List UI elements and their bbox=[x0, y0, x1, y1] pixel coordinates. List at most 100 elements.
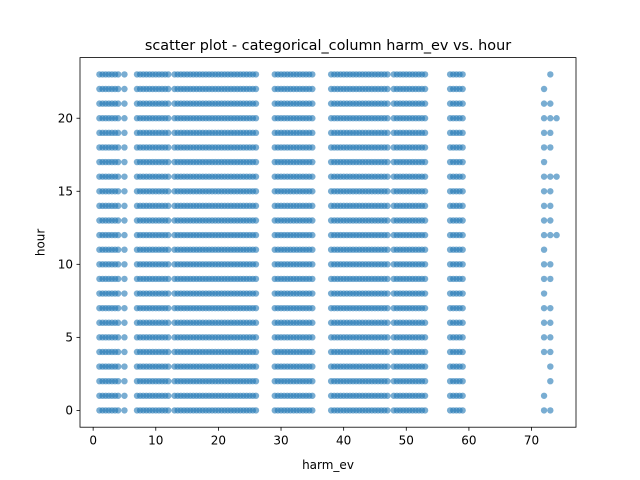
data-point bbox=[252, 334, 260, 341]
data-point bbox=[421, 392, 429, 399]
data-point bbox=[421, 348, 429, 356]
data-point bbox=[252, 246, 260, 253]
data-point bbox=[421, 85, 429, 93]
data-point bbox=[384, 71, 391, 78]
data-point bbox=[459, 188, 466, 195]
x-tick-label: 50 bbox=[399, 434, 414, 448]
data-point bbox=[121, 246, 128, 253]
data-point bbox=[121, 261, 128, 268]
data-point bbox=[459, 261, 466, 268]
data-point bbox=[165, 304, 172, 312]
x-ticks: 0 10 20 30 40 50 60 70 bbox=[89, 427, 539, 448]
data-point bbox=[165, 217, 172, 224]
data-point bbox=[115, 100, 122, 107]
data-point bbox=[252, 290, 260, 297]
data-point bbox=[121, 173, 128, 180]
data-point bbox=[459, 407, 466, 414]
data-point bbox=[309, 377, 316, 385]
data-point bbox=[540, 261, 548, 268]
y-tick-label: 15 bbox=[58, 185, 73, 199]
data-point bbox=[459, 392, 466, 399]
data-point bbox=[421, 246, 429, 253]
data-point bbox=[384, 290, 391, 297]
data-point bbox=[459, 231, 466, 239]
data-point bbox=[540, 85, 548, 93]
data-point bbox=[165, 363, 172, 370]
data-point bbox=[384, 261, 391, 268]
data-point bbox=[540, 348, 548, 356]
data-point bbox=[309, 290, 316, 297]
data-point bbox=[384, 202, 391, 210]
data-point bbox=[384, 348, 391, 356]
chart-title: scatter plot - categorical_column harm_e… bbox=[145, 38, 511, 54]
data-point bbox=[121, 100, 128, 107]
points-layer bbox=[96, 71, 560, 414]
data-point bbox=[121, 129, 128, 137]
data-point bbox=[309, 334, 316, 341]
data-point bbox=[547, 334, 554, 341]
data-point bbox=[384, 115, 391, 122]
data-point bbox=[384, 85, 391, 93]
data-point bbox=[165, 290, 172, 297]
data-point bbox=[165, 202, 172, 210]
data-point bbox=[309, 188, 316, 195]
data-point bbox=[309, 144, 316, 151]
data-point bbox=[165, 261, 172, 268]
data-point bbox=[459, 202, 466, 210]
data-point bbox=[115, 188, 122, 195]
data-point bbox=[384, 231, 391, 239]
data-point bbox=[459, 71, 466, 78]
data-point bbox=[547, 173, 554, 180]
data-point bbox=[309, 363, 316, 370]
data-point bbox=[165, 392, 172, 399]
data-point bbox=[547, 348, 554, 356]
data-point bbox=[384, 100, 391, 107]
data-point bbox=[547, 129, 554, 137]
x-tick-label: 30 bbox=[273, 434, 288, 448]
data-point bbox=[540, 188, 548, 195]
data-point bbox=[421, 144, 429, 151]
data-point bbox=[384, 246, 391, 253]
data-point bbox=[553, 173, 560, 180]
data-point bbox=[165, 188, 172, 195]
data-point bbox=[459, 363, 466, 370]
data-point bbox=[547, 377, 554, 385]
x-tick-label: 40 bbox=[336, 434, 351, 448]
data-point bbox=[309, 392, 316, 399]
data-point bbox=[165, 100, 172, 107]
data-point bbox=[421, 231, 429, 239]
data-point bbox=[459, 158, 466, 166]
data-point bbox=[121, 144, 128, 151]
data-point bbox=[421, 158, 429, 166]
data-point bbox=[384, 158, 391, 166]
plot-frame bbox=[79, 57, 577, 428]
data-point bbox=[309, 100, 316, 107]
data-point bbox=[547, 217, 554, 224]
data-point bbox=[121, 304, 128, 312]
data-point bbox=[309, 115, 316, 122]
data-point bbox=[540, 319, 548, 326]
data-point bbox=[121, 334, 128, 341]
data-point bbox=[121, 363, 128, 370]
data-point bbox=[459, 319, 466, 326]
data-point bbox=[309, 319, 316, 326]
data-point bbox=[165, 158, 172, 166]
data-point bbox=[115, 363, 122, 370]
data-point bbox=[309, 217, 316, 224]
data-point bbox=[421, 319, 429, 326]
data-point bbox=[459, 85, 466, 93]
data-point bbox=[115, 377, 122, 385]
data-point bbox=[384, 188, 391, 195]
data-point bbox=[459, 246, 466, 253]
data-point bbox=[165, 173, 172, 180]
data-point bbox=[459, 115, 466, 122]
data-point bbox=[540, 173, 548, 180]
data-point bbox=[547, 407, 554, 414]
data-point bbox=[252, 100, 260, 107]
data-point bbox=[547, 202, 554, 210]
data-point bbox=[421, 100, 429, 107]
data-point bbox=[165, 319, 172, 326]
x-tick-label: 20 bbox=[211, 434, 226, 448]
